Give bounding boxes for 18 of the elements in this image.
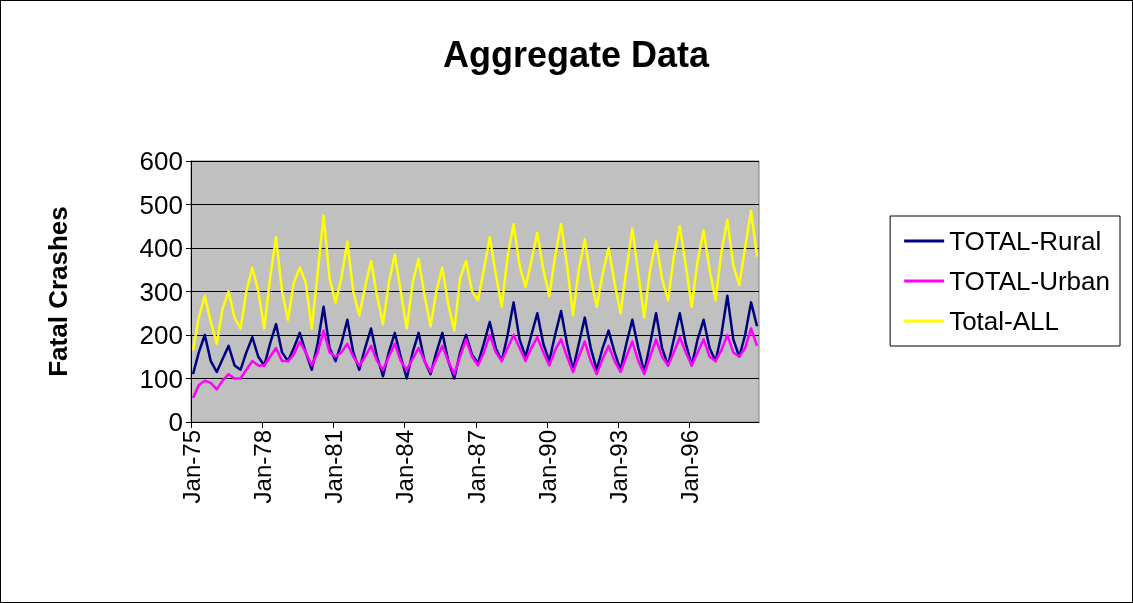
x-tick-label: Jan-81 [320,430,348,504]
y-tick-label: 300 [139,276,183,307]
y-axis-title: Fatal Crashes [43,206,73,377]
legend-label: TOTAL-Rural [949,226,1102,256]
x-tick-label: Jan-90 [533,430,561,504]
legend-label: Total-ALL [949,306,1059,336]
chart-title: Aggregate Data [442,33,711,75]
y-tick-label: 100 [139,363,183,394]
y-tick-label: 600 [139,146,183,176]
x-tick-label: Jan-84 [391,430,419,504]
x-tick-label: Jan-87 [462,430,490,504]
x-tick-label: Jan-78 [248,430,276,504]
legend-label: TOTAL-Urban [949,266,1111,296]
y-tick-label: 500 [139,189,183,220]
y-tick-label: 400 [139,233,183,263]
x-tick-label: Jan-93 [605,430,633,504]
x-tick-label: Jan-96 [676,430,704,504]
y-tick-label: 200 [139,320,183,350]
